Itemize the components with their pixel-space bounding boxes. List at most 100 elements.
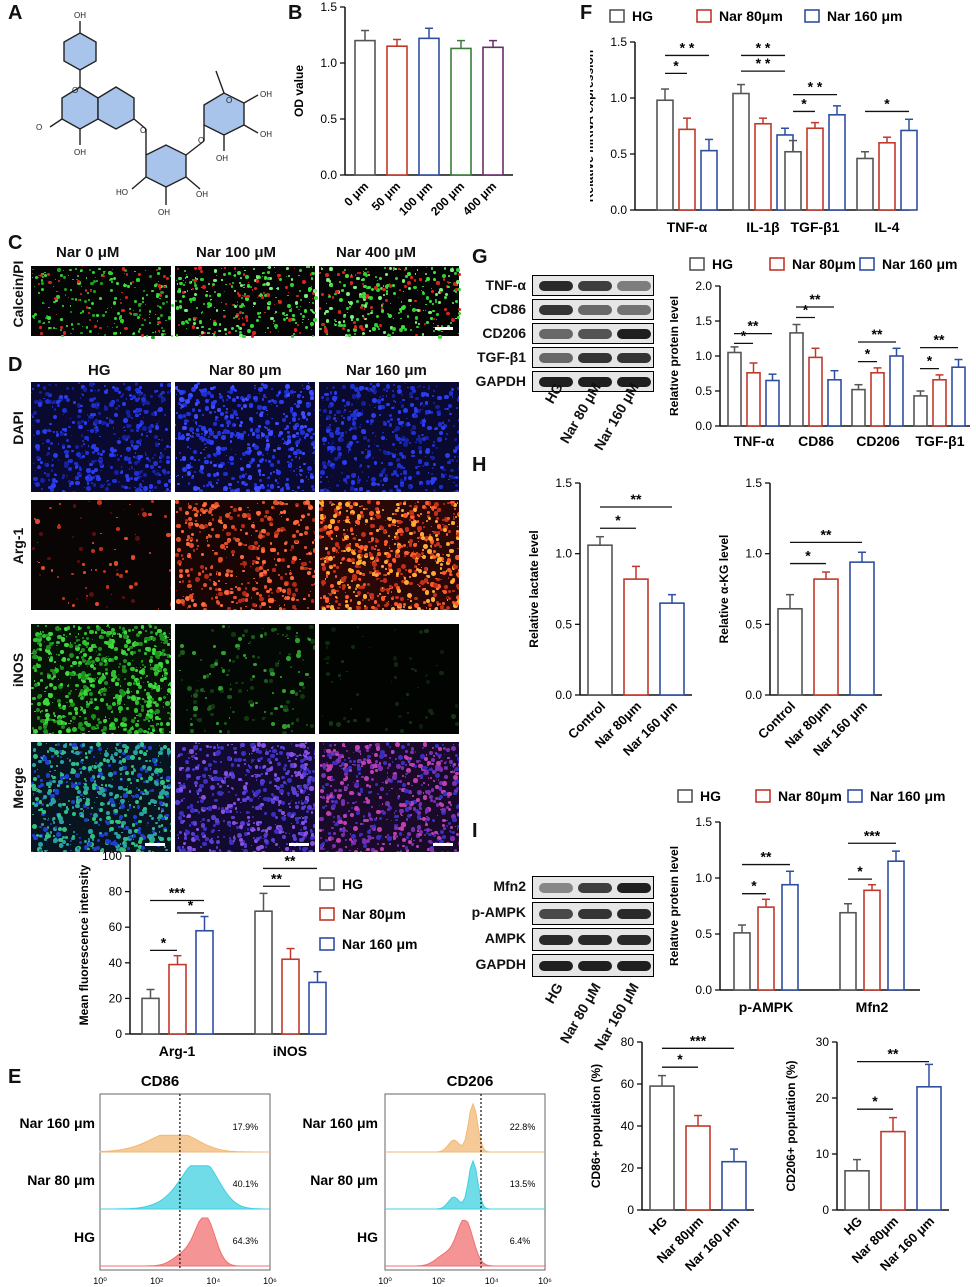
prot-g-bar	[789, 332, 804, 427]
blot-i-band	[578, 934, 612, 945]
cd86-title: CD86	[141, 1073, 179, 1090]
akg-sig-mark: *	[805, 548, 811, 564]
blot-g-band	[539, 376, 573, 387]
mfi-sig-mark: ***	[169, 885, 186, 901]
if-row-label-inos: iNOS	[10, 652, 26, 688]
cd206pop-sig-mark: **	[888, 1046, 899, 1062]
flow-row-label-cd86: Nar 80 μm	[27, 1172, 95, 1188]
akg-y-tick-label: 0.5	[745, 617, 762, 631]
prot-g-bar	[727, 351, 742, 427]
prot-g-y-axis-label: Relative protein level	[670, 296, 681, 416]
mfi-legend-label: HG	[342, 876, 363, 892]
mrna-expression-bar-chart: HG Nar 80μm Nar 160 μm 0.0 0.5 1.0 1.5 Relative…	[590, 8, 918, 235]
mrna-bar	[878, 142, 896, 211]
cd206pop-x-tick-label: HG	[841, 1214, 865, 1238]
lactate-bar	[623, 578, 649, 696]
mrna-bar	[656, 99, 674, 211]
prot-g-bar	[932, 379, 947, 427]
flow-row-label-cd206: Nar 160 μm	[303, 1115, 379, 1131]
if-image-arg-1-1	[175, 500, 315, 610]
svg-text:HO: HO	[116, 188, 128, 197]
od-bar	[354, 39, 376, 176]
panel-letter-i: I	[472, 820, 478, 842]
blot-g-blot-label: CD206	[482, 325, 526, 341]
blot-g-blot-label: CD86	[490, 301, 526, 317]
calcein-col-label-1: Nar 100 μM	[196, 244, 277, 261]
prot-g-legend-label: Nar 80μm	[792, 256, 856, 272]
cd206-x-tick-label: 10⁶	[538, 1276, 552, 1286]
cd86-percentage: 64.3%	[233, 1236, 259, 1246]
mfi-legend-label: Nar 160 μm	[342, 936, 418, 952]
if-row-label-dapi: DAPI	[10, 411, 26, 445]
prot-i-bar	[863, 889, 881, 991]
blot-g-band	[617, 280, 651, 291]
mrna-bar	[900, 129, 918, 211]
akg-y-tick-label: 0.0	[745, 688, 762, 702]
prot-g-sig-mark: **	[748, 318, 759, 334]
blot-i-band	[539, 908, 573, 919]
prot-g-sig-mark: **	[872, 326, 883, 342]
prot-i-bar	[781, 883, 799, 991]
od-x-tick-label: 400 μm	[460, 179, 499, 218]
cd206-percentage: 13.5%	[510, 1179, 536, 1189]
cd86pop-bar	[649, 1085, 675, 1211]
cd86pop-y-tick-label: 80	[621, 1035, 635, 1049]
protein-level-bar-chart-i: HG Nar 80μm Nar 160 μm 0.0 0.5 1.0 1.5 Relative…	[670, 788, 946, 1015]
if-image-dapi-1	[175, 382, 315, 492]
prot-i-y-axis-label: Relative protein level	[670, 846, 681, 966]
mrna-y-axis-label: Relative mRNA expression	[590, 50, 596, 202]
panel-letter-g: G	[472, 246, 488, 268]
calcein-col-label-2: Nar 400 μM	[336, 244, 417, 261]
prot-i-legend-swatch	[755, 789, 771, 803]
cd86pop-bar	[685, 1125, 711, 1211]
prot-i-legend-label: HG	[700, 788, 721, 804]
blot-g-blot-strip	[532, 275, 654, 296]
if-col-label-hg: HG	[88, 362, 111, 379]
prot-i-sig-mark: *	[751, 878, 757, 894]
prot-g-bar	[913, 395, 928, 427]
prot-g-bar	[870, 372, 885, 427]
mrna-sig-mark: * *	[756, 55, 771, 71]
prot-i-bar	[839, 911, 857, 991]
mfi-bar	[168, 963, 187, 1035]
panel-letter-h: H	[472, 454, 487, 476]
prot-g-y-tick-label: 0.0	[695, 419, 712, 433]
mfi-legend-swatch	[319, 877, 335, 891]
mrna-legend-label: Nar 80μm	[719, 8, 783, 24]
mrna-bar	[784, 150, 802, 211]
mrna-legend-swatch	[804, 9, 820, 23]
cd86pop-sig-mark: *	[677, 1051, 683, 1067]
if-col-label-nar160: Nar 160 μm	[346, 362, 427, 379]
calcein-image-nar0	[31, 266, 174, 340]
blot-g-blot-label: TNF-α	[485, 277, 526, 293]
blot-i-band	[617, 882, 651, 893]
od-y-tick-label: 0.5	[320, 112, 337, 126]
mrna-x-tick-label: IL-4	[875, 219, 900, 235]
blot-g-band	[539, 328, 573, 339]
svg-text:O: O	[36, 123, 42, 132]
cd86pop-x-tick-label: HG	[646, 1214, 670, 1238]
mrna-bar	[700, 149, 718, 211]
blot-i-blot-strip	[532, 954, 654, 977]
calcein-image-nar400	[319, 266, 462, 339]
lactate-y-tick-label: 0.5	[555, 617, 572, 631]
prot-g-legend-swatch	[859, 257, 875, 271]
panel-letter-f: F	[580, 2, 593, 24]
calcein-image-nar100	[175, 266, 318, 339]
mrna-y-tick-label: 1.0	[610, 91, 627, 105]
mfi-y-tick-label: 80	[109, 885, 123, 899]
if-image-inos-0	[31, 624, 171, 734]
panel-letter-c: C	[8, 232, 23, 254]
blot-i-band	[578, 960, 612, 971]
svg-text:O: O	[72, 86, 78, 95]
prot-i-sig-mark: ***	[864, 827, 881, 843]
od-y-tick-label: 1.0	[320, 56, 337, 70]
blot-i-band	[617, 908, 651, 919]
blot-g-band	[578, 376, 612, 387]
blot-g-band	[617, 352, 651, 363]
cd86pop-bar	[721, 1160, 747, 1211]
blot-g-band	[617, 304, 651, 315]
od-bar	[482, 46, 504, 176]
